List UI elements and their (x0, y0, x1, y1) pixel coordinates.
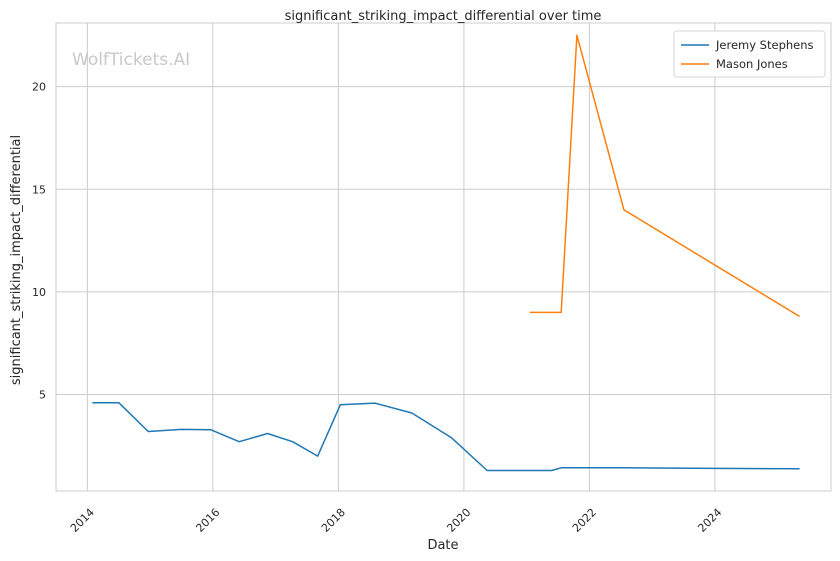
series-line-mason-jones (529, 34, 800, 318)
series-lines (92, 34, 800, 472)
y-tick-labels: 5 10 15 20 (32, 81, 46, 402)
y-tick-label: 15 (32, 183, 46, 196)
legend-box (673, 30, 826, 78)
y-tick-label: 5 (39, 389, 46, 402)
y-tick-label: 20 (32, 81, 46, 94)
x-axis-label: Date (427, 538, 458, 553)
grid-lines (56, 23, 831, 491)
chart-title: significant_striking_impact_differential… (285, 9, 602, 24)
legend-label-jeremy-stephens: Jeremy Stephens (715, 38, 814, 52)
y-axis-label: significant_striking_impact_differential (9, 135, 24, 385)
y-tick-label: 10 (32, 286, 46, 299)
legend: Jeremy Stephens Mason Jones (673, 30, 826, 78)
watermark: WolfTickets.AI (72, 50, 190, 70)
legend-label-mason-jones: Mason Jones (716, 57, 788, 71)
series-line-jeremy-stephens (92, 401, 800, 472)
plot-frame (55, 22, 832, 492)
